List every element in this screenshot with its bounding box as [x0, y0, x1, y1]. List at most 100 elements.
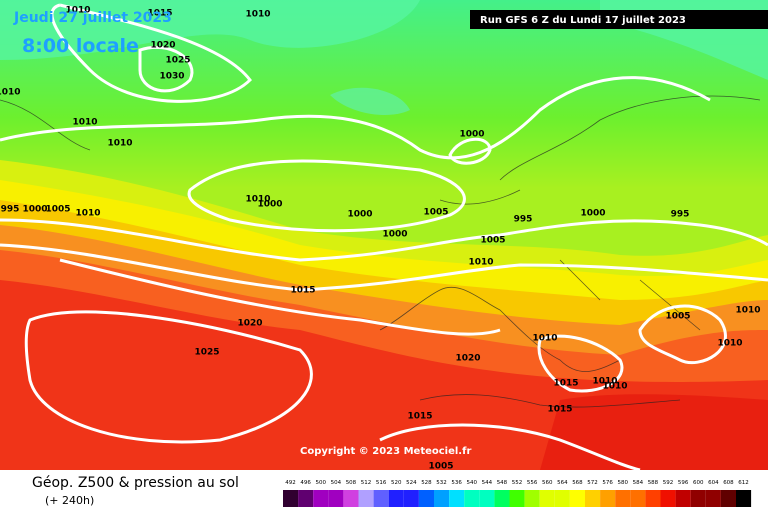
- forecast-time: 8:00 locale: [22, 35, 139, 57]
- isobar-label: 1020: [150, 41, 175, 51]
- scale-swatch: [358, 490, 374, 507]
- scale-label: 552: [512, 480, 523, 486]
- scale-label: 500: [316, 480, 327, 486]
- scale-label: 508: [346, 480, 357, 486]
- scale-label: 548: [497, 480, 508, 486]
- scale-label: 604: [708, 480, 719, 486]
- isobar-label: 1010: [65, 6, 90, 16]
- scale-label: 564: [557, 480, 568, 486]
- scale-swatch: [283, 490, 299, 507]
- scale-swatch: [675, 490, 691, 507]
- isobar-label: 1005: [665, 312, 690, 322]
- scale-swatch: [388, 490, 404, 507]
- isobar-label: 995: [671, 210, 690, 220]
- isobar-label: 1010: [0, 88, 21, 98]
- scale-label: 540: [467, 480, 478, 486]
- scale-swatch: [660, 490, 676, 507]
- isobar-label: 1000: [459, 130, 484, 140]
- scale-label: 520: [391, 480, 402, 486]
- scale-label: 608: [723, 480, 734, 486]
- isobar-label: 1005: [423, 208, 448, 218]
- scale-swatch: [554, 490, 570, 507]
- isobar-label: 1010: [735, 306, 760, 316]
- scale-swatch: [313, 490, 329, 507]
- scale-swatch: [539, 490, 555, 507]
- scale-swatch: [373, 490, 389, 507]
- isobar-label: 1000: [257, 200, 282, 210]
- scale-label: 504: [331, 480, 342, 486]
- scale-label: 612: [738, 480, 749, 486]
- scale-label: 580: [618, 480, 629, 486]
- scale-label: 532: [436, 480, 447, 486]
- scale-swatch: [615, 490, 631, 507]
- scale-label: 528: [421, 480, 432, 486]
- forecast-date: Jeudi 27 juillet 2023: [13, 10, 172, 26]
- scale-swatch: [569, 490, 585, 507]
- isobars: [0, 3, 768, 472]
- isobar-label: 1005: [428, 462, 453, 472]
- scale-swatch: [600, 490, 616, 507]
- isobar-label: 1030: [159, 72, 184, 82]
- scale-swatch: [449, 490, 465, 507]
- isobar-label: 1010: [72, 118, 97, 128]
- isobar-label: 1010: [717, 339, 742, 349]
- isobar-label: 1015: [553, 379, 578, 389]
- scale-swatch: [690, 490, 706, 507]
- scale-swatch: [343, 490, 359, 507]
- scale-swatch: [298, 490, 314, 507]
- scale-swatch: [720, 490, 736, 507]
- isobar-label: 1005: [480, 236, 505, 246]
- scale-label: 492: [285, 480, 296, 486]
- scale-label: 584: [633, 480, 644, 486]
- scale-label: 572: [587, 480, 598, 486]
- isobar-label: 1010: [592, 377, 617, 387]
- scale-label: 536: [451, 480, 462, 486]
- isobar-label: 1000: [382, 230, 407, 240]
- scale-swatch: [736, 490, 752, 507]
- scale-swatch: [705, 490, 721, 507]
- scale-label: 596: [678, 480, 689, 486]
- isobar-label: 1015: [407, 412, 432, 422]
- isobar-label: 1015: [147, 9, 172, 19]
- scale-label: 576: [602, 480, 613, 486]
- scale-label: 524: [406, 480, 417, 486]
- footer-title: Géop. Z500 & pression au sol: [32, 475, 239, 491]
- isobar-label: 1015: [290, 286, 315, 296]
- scale-swatch: [494, 490, 510, 507]
- color-scale: 492 496 500 504 508 512 516 520 524 528 532 536 540 5…: [283, 480, 752, 507]
- isobar-label: 1010: [107, 139, 132, 149]
- scale-label: 516: [376, 480, 387, 486]
- scale-label: 600: [693, 480, 704, 486]
- scale-swatch: [464, 490, 480, 507]
- scale-swatch: [630, 490, 646, 507]
- scale-label: 588: [648, 480, 659, 486]
- scale-swatch: [418, 490, 434, 507]
- isobar-label: 1025: [165, 56, 190, 66]
- scale-swatch: [403, 490, 419, 507]
- scale-swatch: [328, 490, 344, 507]
- isobar-label: 1010: [245, 10, 270, 20]
- isobar-labels: 1015101010101020102510301010101010101000…: [0, 6, 761, 472]
- isobar-label: 1010: [602, 382, 627, 392]
- run-info: Run GFS 6 Z du Lundi 17 juillet 2023: [480, 15, 686, 26]
- scale-label: 568: [572, 480, 583, 486]
- run-banner: [470, 10, 768, 29]
- scale-swatch: [524, 490, 540, 507]
- scale-label: 556: [527, 480, 538, 486]
- scale-label: 592: [663, 480, 674, 486]
- scale-swatch: [585, 490, 601, 507]
- scale-swatch: [509, 490, 525, 507]
- isobar-label: 1015: [547, 405, 572, 415]
- isobar-label: 1020: [237, 319, 262, 329]
- scale-label: 496: [300, 480, 311, 486]
- coastlines: [0, 95, 761, 408]
- scale-label: 544: [482, 480, 493, 486]
- isobar-label: 1010: [245, 195, 270, 205]
- isobar-label: 1025: [194, 348, 219, 358]
- scale-swatch: [479, 490, 495, 507]
- scale-swatch: [645, 490, 661, 507]
- scale-label: 560: [542, 480, 553, 486]
- isobar-label: 995: [514, 215, 533, 225]
- isobar-label: 1000: [580, 209, 605, 219]
